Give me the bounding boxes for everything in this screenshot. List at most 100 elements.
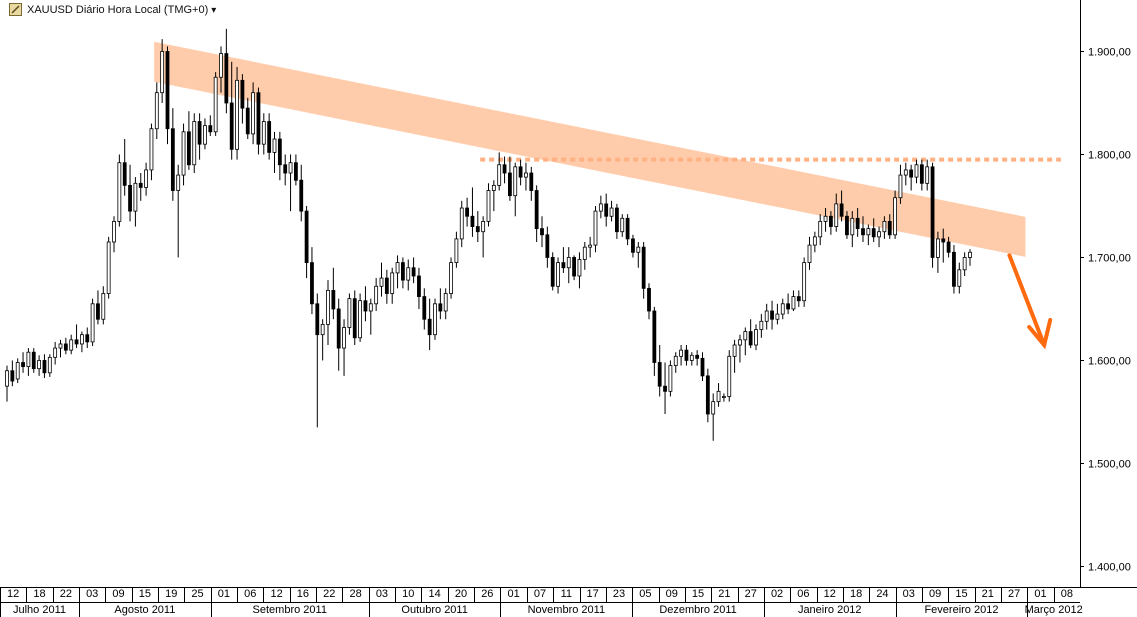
candle (26, 348, 31, 376)
x-day-label: 17 (587, 588, 599, 600)
candle-body (277, 138, 282, 166)
candle-body (181, 131, 186, 176)
candle-body (449, 262, 453, 294)
candle-body (342, 327, 346, 349)
candle-body (882, 221, 887, 233)
candle (887, 214, 892, 239)
x-day-label: 14 (429, 588, 441, 600)
candle (384, 269, 389, 304)
chart-header[interactable]: XAUUSD Diário Hora Local (TMG+0) ▾ (9, 2, 217, 18)
candle (829, 211, 833, 235)
candle-body (358, 300, 363, 339)
candle-body (315, 303, 320, 336)
candle (128, 164, 132, 222)
candle-body (406, 267, 411, 281)
candle-body (251, 92, 256, 135)
candle (770, 300, 774, 330)
candle (272, 131, 277, 174)
candle (459, 200, 464, 248)
candle (315, 293, 320, 428)
candle-body (427, 318, 432, 336)
candle (695, 350, 700, 366)
candle-body (336, 308, 341, 349)
candle-body (304, 210, 309, 264)
candle-body (433, 303, 437, 336)
candle-body (620, 217, 625, 233)
x-month-label: Novembro 2011 (528, 604, 605, 616)
candle (288, 154, 293, 212)
candle-body (417, 275, 421, 297)
candle (732, 339, 737, 373)
x-day-label: 15 (955, 588, 967, 600)
candle (812, 231, 817, 253)
candle-body (192, 121, 197, 166)
candle-body (299, 179, 304, 212)
candle (326, 280, 330, 345)
candle (577, 252, 582, 289)
candle-body (957, 269, 962, 287)
chevron-down-icon[interactable]: ▾ (211, 4, 217, 16)
candle (625, 214, 630, 246)
candle (203, 118, 207, 150)
candle-body (454, 238, 459, 264)
candle-body (37, 360, 41, 370)
candle-body (636, 246, 641, 253)
candle-body (705, 375, 710, 415)
candle (748, 319, 753, 349)
x-day-label: 22 (60, 588, 72, 600)
candle (47, 354, 52, 377)
candle (711, 393, 716, 441)
candle (96, 290, 100, 325)
candle (443, 288, 448, 320)
candle-body (780, 303, 785, 315)
x-day-label: 22 (323, 588, 335, 600)
candle-body (823, 215, 828, 222)
candle (957, 262, 962, 294)
candle (390, 267, 395, 304)
candle-body (582, 246, 587, 260)
candle (53, 341, 58, 365)
candle-body (31, 351, 36, 370)
x-day-label: 21 (982, 588, 994, 600)
candle (727, 350, 732, 402)
candle (764, 303, 769, 330)
x-day-label: 24 (876, 588, 888, 600)
candle-body (652, 310, 657, 363)
candle (631, 234, 635, 258)
candle-body (465, 207, 470, 217)
candle (861, 216, 865, 243)
candle-body (245, 107, 250, 135)
arrow-shaft (1007, 253, 1047, 347)
chart-title: XAUUSD Diário Hora Local (TMG+0) (27, 4, 209, 16)
candle-body (930, 166, 935, 258)
candle-body (684, 349, 689, 361)
candle (347, 293, 352, 335)
candle-body (796, 296, 801, 302)
candle (598, 195, 603, 219)
candle-body (625, 217, 630, 240)
candle-body (256, 92, 261, 145)
candle-body (90, 303, 95, 343)
candle-body (711, 401, 716, 415)
x-day-label: 18 (33, 588, 45, 600)
x-day-label: 11 (561, 588, 572, 600)
candle (336, 298, 341, 371)
candle-body (53, 347, 58, 358)
candle-body (738, 339, 742, 346)
candle (449, 257, 453, 299)
candle (5, 365, 9, 402)
candle (358, 293, 363, 342)
candle (545, 226, 550, 268)
candle-body (347, 298, 352, 328)
x-day-label: 06 (244, 588, 256, 600)
candle (561, 247, 566, 273)
candle-body (631, 238, 635, 253)
candle-body (224, 53, 229, 104)
candle (716, 383, 721, 407)
candle (673, 352, 678, 373)
candle-body (759, 320, 764, 330)
candle-body (764, 310, 769, 322)
candle (208, 115, 213, 136)
candle-body (877, 231, 881, 238)
x-day-label: 05 (639, 588, 651, 600)
